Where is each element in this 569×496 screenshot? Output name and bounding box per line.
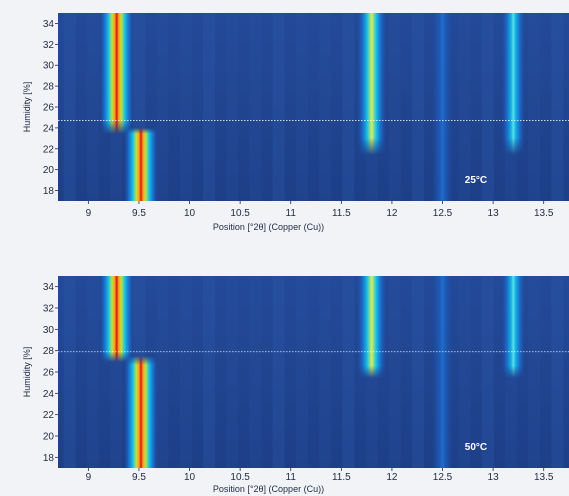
- y-axis-title: Humidity [%]: [22, 347, 32, 398]
- y-tick-label: 18: [43, 186, 55, 197]
- x-tick-label: 10.5: [230, 472, 250, 483]
- y-tick-label: 28: [43, 82, 55, 93]
- heatmap-panel-50c: 50°C 18 20 22 24 26 28 30 32 34 9 9.5 10 10.5 11 11.5 12…: [0, 266, 569, 496]
- x-tick-label: 13: [488, 208, 500, 219]
- y-tick-label: 22: [43, 144, 55, 155]
- y-tick-label: 20: [43, 165, 55, 176]
- peak-band-1: [123, 356, 158, 468]
- y-tick-label: 32: [43, 304, 55, 315]
- x-tick-label: 11.5: [332, 472, 351, 483]
- y-tick-label: 26: [43, 368, 55, 379]
- y-tick-label: 22: [43, 410, 55, 421]
- x-tick-label: 13.5: [534, 208, 554, 219]
- x-tick-label: 13: [488, 472, 500, 483]
- x-tick-label: 12.5: [433, 472, 453, 483]
- heatmap-chart-50c: 50°C 18 20 22 24 26 28 30 32 34 9 9.5 10 10.5 11 11.5 12…: [22, 276, 569, 494]
- x-tick-label: 9: [86, 472, 92, 483]
- y-axis-title: Humidity [%]: [22, 82, 32, 133]
- x-tick-label: 12: [386, 208, 398, 219]
- x-tick-label: 9: [86, 208, 92, 219]
- peak-band-3: [431, 13, 454, 201]
- x-tick-label: 10: [184, 208, 196, 219]
- heatmap-panel-25c: 25°C 18 20 22 24 26 28 30 32 34 9 9.5 10 10.5 11 11.5 12…: [0, 0, 569, 240]
- heatmap-chart-25c: 25°C 18 20 22 24 26 28 30 32 34 9 9.5 10 10.5 11 11.5 12…: [22, 13, 569, 232]
- y-tick-label: 32: [43, 40, 55, 51]
- peak-band-2: [356, 276, 387, 378]
- x-tick-label: 10: [184, 472, 196, 483]
- x-axis-title: Position [°2θ] (Copper (Cu)): [213, 484, 324, 494]
- y-tick-label: 20: [43, 432, 55, 443]
- y-tick-label: 30: [43, 325, 55, 336]
- peak-band-1: [123, 127, 158, 201]
- x-tick-label: 11.5: [332, 208, 351, 219]
- y-tick-label: 24: [43, 389, 55, 400]
- peak-band-0: [99, 13, 134, 134]
- x-tick-label: 9.5: [132, 472, 146, 483]
- x-tick-label: 12: [386, 472, 398, 483]
- x-tick-label: 11: [286, 472, 297, 483]
- x-tick-label: 11: [286, 208, 297, 219]
- y-tick-label: 34: [43, 282, 55, 293]
- x-tick-label: 9.5: [132, 208, 146, 219]
- y-tick-label: 28: [43, 346, 55, 357]
- y-tick-label: 30: [43, 61, 55, 72]
- y-tick-label: 18: [43, 453, 55, 464]
- y-tick-label: 24: [43, 123, 55, 134]
- temperature-label: 50°C: [465, 442, 487, 453]
- peak-band-4: [501, 13, 526, 155]
- y-tick-label: 34: [43, 19, 55, 30]
- peak-band-0: [99, 276, 134, 362]
- peak-band-3: [431, 276, 454, 468]
- peak-band-2: [356, 13, 387, 155]
- y-tick-label: 26: [43, 103, 55, 114]
- x-tick-label: 13.5: [534, 472, 554, 483]
- temperature-label: 25°C: [465, 175, 487, 186]
- x-tick-label: 10.5: [230, 208, 250, 219]
- peak-band-4: [501, 276, 526, 378]
- x-axis-title: Position [°2θ] (Copper (Cu)): [213, 222, 324, 232]
- x-tick-label: 12.5: [433, 208, 453, 219]
